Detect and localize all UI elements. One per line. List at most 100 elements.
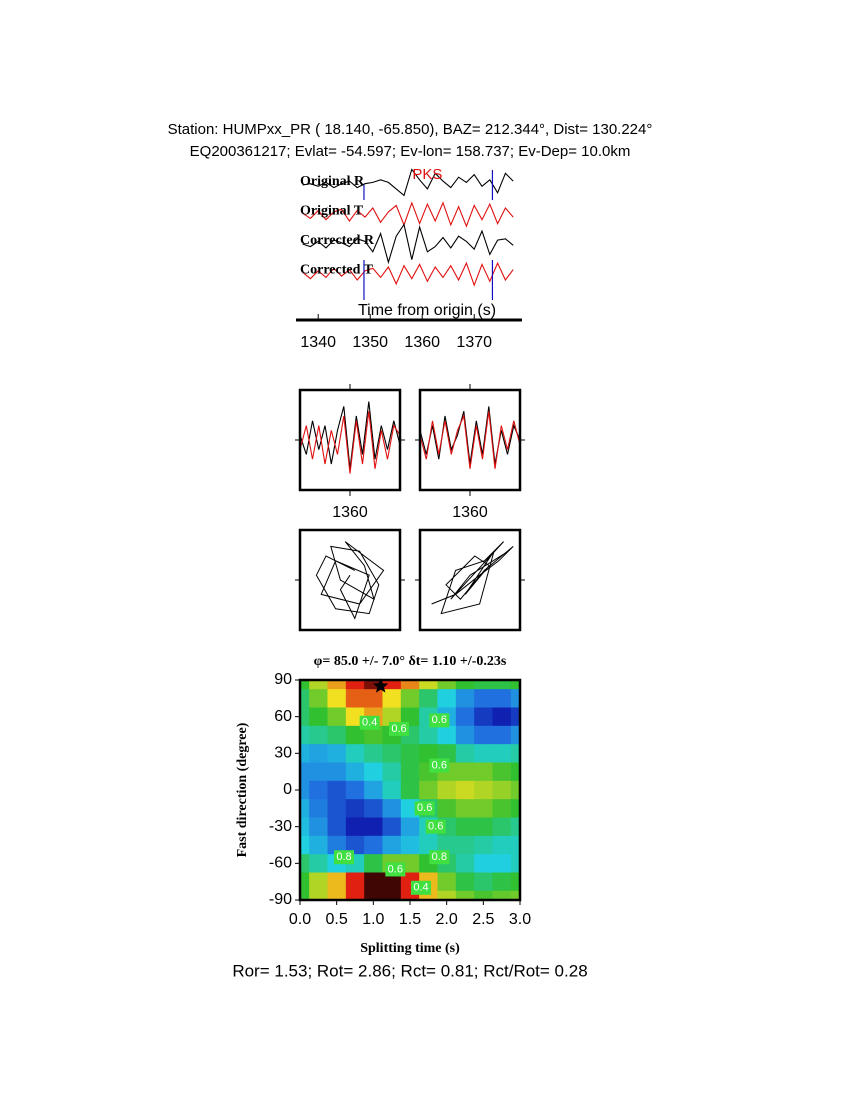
contour-label: 0.8 [336,851,351,863]
heatmap-cell [300,680,310,690]
y-axis-label: Fast direction (degree) [235,722,250,857]
heatmap-cell [419,680,438,690]
heatmap-cell [345,762,365,782]
best-fit-star [373,678,389,693]
trace [302,201,514,228]
heatmap-cell [437,689,457,708]
heatmap-cell [382,689,402,708]
heatmap-cell [327,780,347,800]
heatmap-cell [300,762,310,782]
heatmap-cell [309,680,328,690]
heatmap-cell [345,835,365,855]
heatmap-cell [437,680,457,690]
heatmap-cell [400,762,420,782]
heatmap-cell [300,744,310,763]
heatmap-cell [382,707,402,727]
contour-label-box [334,850,354,865]
heatmap-cell [300,817,310,837]
heatmap-cell [437,890,457,900]
heatmap-cell [300,854,310,873]
heatmap-cell [510,680,520,690]
contour-label: 0.6 [391,723,406,735]
contour-label: 0.6 [432,714,447,726]
heatmap-cell [437,744,457,763]
heatmap-cell [492,780,512,800]
heatmap-cell [510,835,520,855]
heatmap-cell [474,680,493,690]
heatmap-cell [300,799,310,818]
heatmap-cell [400,835,420,855]
heatmap-cell [400,890,420,900]
heatmap-cell [382,799,402,818]
heatmap-cell [455,835,475,855]
trace-label: Corrected T [300,263,374,278]
heatmap-cell [327,872,347,892]
heatmap-cell [309,725,328,745]
phase-label: PKS [412,166,442,183]
heatmap-cell [309,854,328,873]
chart-title: φ= 85.0 +/- 7.0° δt= 1.10 +/-0.23s [314,654,507,669]
x-tick-label: 1370 [456,334,492,351]
x-tick-label: 3.0 [509,911,531,928]
heatmap-cell [492,744,512,763]
heatmap-cell [492,707,512,727]
heatmap-cell [492,762,512,782]
heatmap-cell [345,780,365,800]
footer: Ror= 1.53; Rot= 2.86; Rct= 0.81; Rct/Rot… [232,961,587,980]
heatmap-cell [300,835,310,855]
heatmap-cell [364,835,383,855]
heatmap-cell [510,799,520,818]
heatmap-cell [345,744,365,763]
heatmap-cell [474,799,493,818]
x-tick-label: 1350 [352,334,388,351]
contour-label: 0.6 [388,863,403,875]
heatmap-cell [382,762,402,782]
heatmap-cell [382,680,402,690]
contour-label-box [429,758,450,773]
heatmap-cell [345,680,365,690]
heatmap-cell [510,689,520,708]
y-tick-label: -60 [269,855,292,872]
heatmap-cell [510,817,520,837]
heatmap-cell [510,890,520,900]
heatmap-cells [300,680,520,900]
heatmap-cell [437,780,457,800]
contour-label-box [359,715,380,730]
trace [299,401,401,469]
contour-label-box [429,850,450,865]
heatmap-cell [510,854,520,873]
y-tick-label: 60 [274,708,292,725]
x-tick-label: 0.0 [289,911,311,928]
x-axis-label: Splitting time (s) [360,941,460,956]
heatmap-cell [327,890,347,900]
heatmap-cell [364,689,383,708]
heatmap-cell [327,817,347,837]
heatmap-cell [455,780,475,800]
heatmap-cell [455,872,475,892]
trace-label: Original R [300,174,365,189]
heatmap-cell [474,762,493,782]
heatmap-cell [455,725,475,745]
heatmap-cell [300,689,310,708]
heatmap-cell [510,762,520,782]
heatmap-cell [364,890,383,900]
heatmap-cell [492,835,512,855]
heatmap-cell [510,780,520,800]
heatmap-cell [327,680,347,690]
heatmap-cell [309,799,328,818]
heatmap-cell [419,780,438,800]
heatmap-cell [474,854,493,873]
heatmap-cell [455,890,475,900]
frame [418,528,522,632]
heatmap-cell [364,780,383,800]
heatmap-cell [345,799,365,818]
heatmap-cell [474,835,493,855]
contour-label: 0.6 [432,759,447,771]
heatmap-cell [364,680,383,690]
heatmap-cell [455,817,475,837]
heatmap-cell [474,817,493,837]
heatmap-cell [382,872,402,892]
heatmap-cell [309,890,328,900]
heatmap-cell [455,799,475,818]
